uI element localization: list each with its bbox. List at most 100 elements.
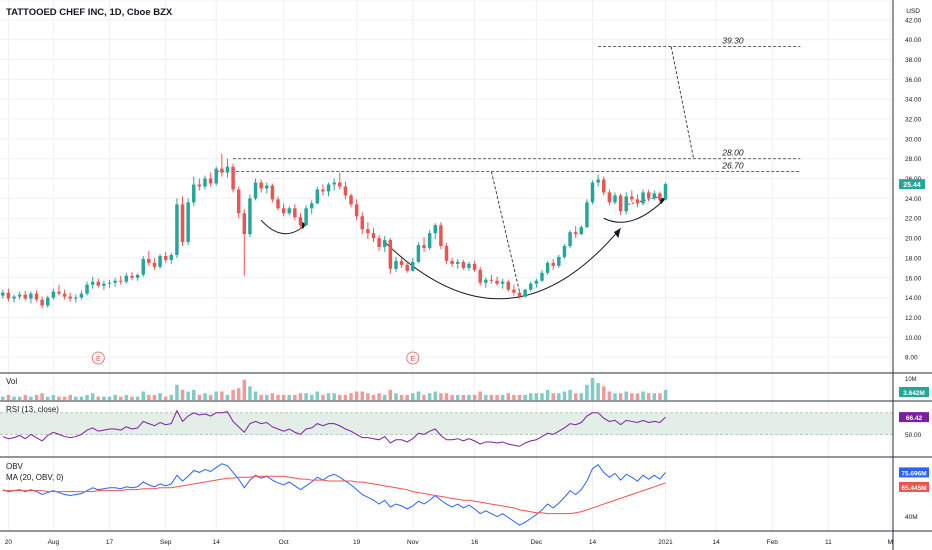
candle-body — [253, 182, 258, 199]
volume-bar — [489, 394, 494, 400]
time-tick-label: Nov — [407, 539, 419, 546]
earnings-marker — [91, 351, 105, 365]
candle-body — [23, 294, 28, 299]
candle-body — [135, 274, 140, 278]
time-tick-label: Oct — [279, 539, 289, 546]
candle-body — [163, 255, 168, 260]
volume-bar — [382, 394, 387, 400]
volume-bar — [90, 393, 95, 400]
volume-bar — [557, 393, 561, 400]
candle-body — [405, 264, 409, 271]
volume-bar — [68, 394, 72, 400]
volume-bar — [573, 393, 578, 400]
candle-body — [203, 178, 207, 187]
candle-body — [427, 233, 432, 248]
candle-body — [180, 204, 185, 243]
volume-bar — [34, 394, 39, 400]
volume-bar — [192, 389, 196, 400]
volume-tick-label: 10M — [905, 377, 917, 383]
volume-bar — [551, 393, 555, 400]
volume-bar — [484, 394, 488, 400]
volume-bar — [540, 393, 544, 400]
candle-body — [641, 192, 645, 204]
volume-bar — [180, 389, 185, 400]
volume-bar — [602, 386, 606, 400]
volume-bar — [399, 394, 404, 400]
pattern-drawings — [260, 46, 695, 300]
price-tick-label: 12.00 — [905, 315, 922, 322]
price-tick-label: 10.00 — [905, 335, 922, 342]
candle-body — [613, 195, 617, 203]
candle-body — [85, 284, 89, 294]
candle-body — [152, 262, 157, 267]
price-tick-label: 28.00 — [905, 156, 922, 163]
volume-bar — [377, 393, 381, 400]
candle-body — [130, 275, 134, 278]
volume-title: Vol — [6, 377, 17, 386]
time-axis[interactable]: 20 Aug 17 Sep 14 Oct 19 Nov 16 Dec 14 2021 14 Feb 11 M — [5, 539, 893, 546]
volume-bar — [444, 393, 449, 400]
volume-bar — [467, 394, 471, 400]
volume-bar — [113, 394, 117, 400]
volume-bar — [321, 394, 325, 400]
volume-bar — [630, 393, 634, 400]
volume-bar — [343, 394, 348, 400]
price-axis[interactable]: 8.00 10.00 12.00 14.00 16.00 18.00 20.00 22.00 2… — [899, 17, 929, 521]
candle-body — [618, 195, 623, 212]
candle-body — [147, 258, 151, 263]
rsi-last-label: 66.42 — [906, 415, 923, 422]
volume-bar — [506, 393, 511, 400]
time-tick-label: M — [887, 539, 892, 546]
candle-body — [500, 281, 505, 284]
candle-body — [332, 182, 336, 185]
time-tick-label: 19 — [353, 539, 361, 546]
volume-bar — [214, 391, 218, 400]
volume-bar — [517, 394, 522, 400]
candle-body — [1, 292, 5, 296]
obv-title: OBV — [6, 462, 24, 471]
volume-bar — [635, 393, 640, 400]
volume-pane — [1, 378, 668, 400]
volume-bar — [276, 394, 280, 400]
volume-bar — [124, 394, 129, 400]
earnings-marker — [406, 351, 420, 365]
price-tick-label: 16.00 — [905, 275, 922, 282]
volume-bar — [102, 396, 106, 400]
volume-bar — [590, 378, 595, 400]
obv-ma-line — [2, 475, 666, 515]
volume-bar — [163, 396, 168, 400]
pane-labels: Vol RSI (13, close) OBV MA (20, OBV, 0) — [6, 377, 64, 482]
volume-bar — [663, 389, 668, 400]
candle-body — [646, 192, 651, 199]
volume-bar — [79, 396, 84, 400]
volume-bar — [197, 394, 202, 400]
volume-bar — [158, 393, 162, 400]
cup-arc — [384, 227, 621, 300]
volume-bar — [6, 394, 11, 400]
volume-bar — [23, 394, 28, 400]
candle-body — [652, 193, 657, 199]
volume-bar — [107, 396, 112, 400]
volume-bar — [62, 396, 67, 400]
rsi-line — [2, 409, 666, 447]
volume-bar — [236, 388, 241, 400]
candle-body — [51, 291, 56, 298]
candle-body — [506, 281, 511, 290]
volume-bar — [338, 394, 342, 400]
volume-bar — [523, 394, 527, 400]
candle-body — [326, 184, 331, 192]
candle-body — [354, 204, 359, 217]
obv-pane — [2, 463, 666, 526]
candle-body — [338, 182, 342, 187]
volume-bar — [512, 394, 516, 400]
candle-body — [472, 263, 477, 270]
volume-bar — [298, 393, 303, 400]
volume-bar — [231, 389, 235, 400]
candle-body — [259, 182, 263, 189]
volume-bar — [17, 396, 22, 400]
candle-body — [214, 168, 218, 184]
time-tick-label: 2021 — [658, 539, 673, 546]
volume-bar — [545, 389, 550, 400]
time-tick-label: Sep — [160, 539, 172, 546]
